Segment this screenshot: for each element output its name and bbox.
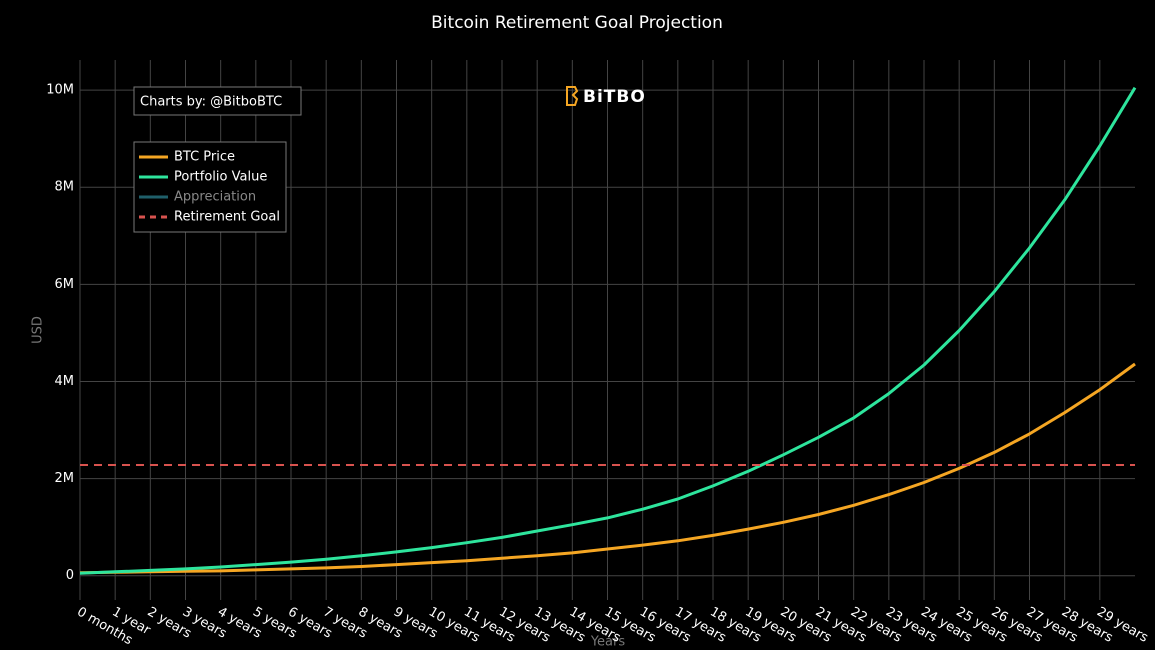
series-line (79, 362, 1136, 575)
legend-label: Portfolio Value (174, 170, 267, 185)
y-tick-label: 8M (55, 180, 75, 195)
series-line (79, 86, 1137, 575)
plot (79, 86, 1137, 575)
chart-title: Bitcoin Retirement Goal Projection (431, 13, 723, 33)
overlay: Charts by: @BitboBTC BiTBO BTC Price Port… (133, 86, 646, 233)
y-tick-label: 4M (55, 374, 75, 389)
legend-label: BTC Price (174, 150, 235, 165)
logo-text: BiTBO (583, 87, 646, 107)
legend-label: Appreciation (174, 190, 256, 205)
logo-icon (566, 86, 579, 106)
y-tick-label: 2M (55, 471, 75, 486)
y-tick-label: 10M (46, 83, 74, 98)
y-tick-label: 6M (55, 277, 75, 292)
credit-box (133, 86, 302, 116)
legend-label: Retirement Goal (174, 210, 280, 225)
x-axis-label: Years (590, 635, 626, 650)
y-axis-label: USD (31, 316, 46, 344)
credit-text: Charts by: @BitboBTC (140, 95, 282, 110)
y-tick-label: 0 (66, 568, 74, 583)
